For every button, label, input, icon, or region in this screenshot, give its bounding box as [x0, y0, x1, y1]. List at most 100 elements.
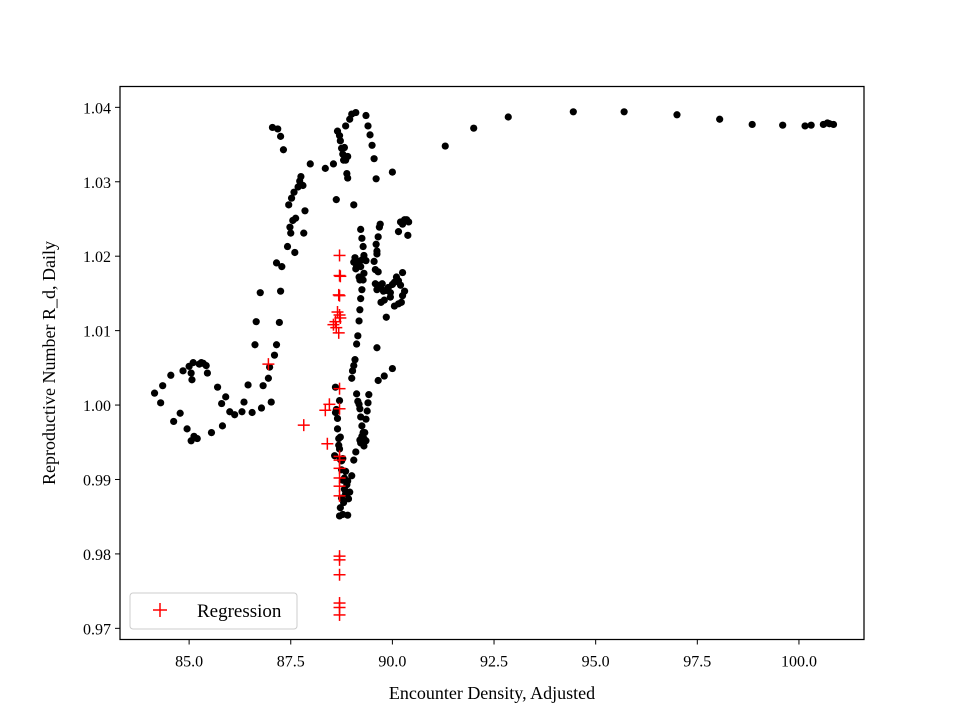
- data-point: [441, 142, 449, 150]
- data-point: [358, 234, 366, 242]
- data-point: [362, 257, 370, 265]
- data-point: [335, 441, 343, 449]
- regression-point: [333, 553, 346, 566]
- data-point: [368, 141, 376, 149]
- data-point: [353, 390, 361, 398]
- data-point: [362, 111, 370, 120]
- data-point: [354, 332, 362, 340]
- data-point: [276, 132, 285, 140]
- data-point: [259, 382, 267, 390]
- data-point: [331, 383, 340, 391]
- data-point: [244, 381, 252, 389]
- data-point: [213, 383, 222, 391]
- data-point: [285, 201, 293, 209]
- x-tick-label: 92.5: [480, 654, 508, 671]
- data-point: [348, 374, 356, 382]
- data-point: [218, 422, 227, 430]
- y-tick-label: 0.99: [83, 472, 111, 489]
- data-point: [336, 504, 344, 512]
- data-point: [380, 296, 388, 304]
- data-point: [372, 175, 380, 183]
- x-tick-label: 95.0: [582, 654, 610, 671]
- regression-point: [333, 382, 346, 395]
- data-point: [358, 422, 366, 430]
- data-point: [405, 218, 413, 226]
- data-point: [350, 201, 358, 209]
- data-point: [357, 225, 365, 234]
- data-point: [299, 181, 307, 190]
- data-point: [356, 306, 364, 314]
- data-point: [350, 456, 358, 464]
- data-point: [374, 233, 382, 241]
- data-point: [257, 404, 266, 412]
- data-point: [344, 477, 352, 485]
- data-point: [351, 356, 359, 364]
- data-point: [470, 124, 478, 132]
- regression-points-group: [262, 249, 347, 621]
- plot-frame: [119, 85, 865, 641]
- data-point: [373, 344, 381, 352]
- data-point: [801, 122, 809, 130]
- regression-point: [321, 437, 334, 450]
- data-point: [373, 250, 381, 258]
- regression-point: [333, 289, 346, 302]
- data-point: [356, 405, 364, 413]
- data-point: [275, 318, 283, 327]
- x-tick-label: 90.0: [378, 654, 406, 671]
- y-tick-label: 0.98: [83, 547, 111, 564]
- data-point: [370, 257, 378, 266]
- regression-point: [332, 326, 345, 339]
- regression-point: [334, 311, 347, 324]
- data-point: [286, 223, 294, 231]
- data-point: [283, 242, 292, 251]
- data-point: [203, 369, 212, 377]
- data-point: [340, 498, 348, 507]
- y-tick-label: 0.97: [83, 621, 111, 638]
- data-point: [222, 393, 230, 401]
- data-point: [372, 240, 380, 248]
- legend-box: [129, 592, 298, 630]
- regression-point: [333, 608, 346, 621]
- data-point: [207, 428, 216, 437]
- data-point: [376, 220, 384, 228]
- data-point: [620, 108, 628, 116]
- data-point: [167, 371, 175, 379]
- data-point: [398, 268, 407, 277]
- data-point: [344, 174, 352, 182]
- data-point: [187, 369, 195, 377]
- data-point: [240, 398, 248, 406]
- data-point: [306, 160, 314, 168]
- x-axis: 85.0 87.5 90.0 92.5 95.0 97.5 100.0: [175, 639, 817, 671]
- regression-point: [333, 402, 346, 415]
- data-point: [336, 137, 344, 145]
- y-tick-label: 1.01: [83, 324, 111, 341]
- data-point: [370, 155, 378, 163]
- data-point: [279, 146, 288, 154]
- data-point: [748, 120, 756, 129]
- data-point: [350, 362, 358, 370]
- y-axis: 0.97 0.98 0.99 1.00 1.01 1.02 1.03 1.04: [83, 100, 120, 638]
- data-point: [170, 417, 178, 426]
- regression-point: [333, 568, 346, 581]
- data-point: [374, 268, 382, 276]
- data-point: [342, 467, 350, 475]
- data-point: [396, 281, 405, 289]
- data-point: [366, 131, 374, 139]
- data-point: [358, 286, 366, 294]
- data-point: [202, 362, 210, 370]
- x-axis-label: Encounter Density, Adjusted: [389, 683, 595, 703]
- data-point: [504, 113, 512, 121]
- data-point: [329, 160, 338, 168]
- data-point: [716, 115, 724, 123]
- data-point: [276, 287, 285, 295]
- y-tick-label: 1.03: [83, 175, 111, 192]
- legend-marker-regression: [153, 603, 167, 617]
- data-point: [300, 229, 308, 237]
- data-point: [394, 228, 403, 236]
- data-point: [176, 409, 184, 417]
- data-point: [231, 411, 239, 419]
- data-point: [344, 511, 352, 519]
- data-point: [404, 231, 412, 239]
- y-tick-label: 1.00: [83, 398, 111, 415]
